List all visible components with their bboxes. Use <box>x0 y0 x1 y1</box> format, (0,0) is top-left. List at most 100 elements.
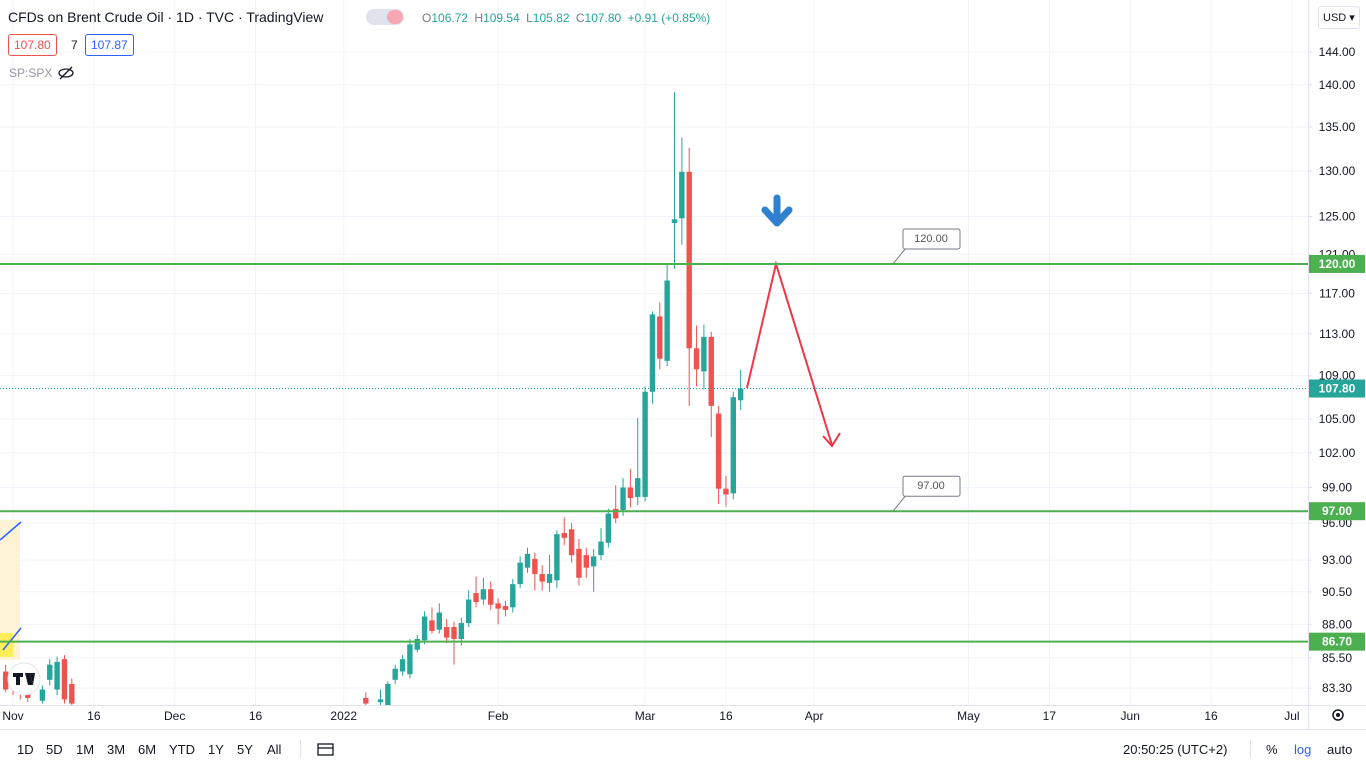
callout-label: 120.00 <box>914 233 948 245</box>
status-dot <box>387 10 403 24</box>
ohlc-legend: O106.72 H109.54 L105.82 C107.80 +0.91 (+… <box>422 11 713 25</box>
ohlc-key: O <box>422 11 432 25</box>
range-button[interactable]: 5D <box>46 742 63 757</box>
calendar-icon[interactable] <box>317 743 334 756</box>
log-toggle[interactable]: log <box>1294 742 1312 757</box>
x-tick-label: Mar <box>635 709 656 723</box>
ask-button[interactable]: 107.87 <box>85 34 134 56</box>
gear-icon[interactable] <box>1336 713 1340 717</box>
candle-body <box>421 616 428 641</box>
logo-shape <box>30 673 35 685</box>
clock: 20:50:25 (UTC+2) <box>1123 742 1228 757</box>
ohlc-key: H <box>474 11 484 25</box>
down-arrow-head <box>761 206 793 227</box>
indicator-name: SP:SPX <box>9 66 53 80</box>
settings-button[interactable] <box>1332 709 1344 721</box>
ohlc-value: 109.54 <box>483 11 520 25</box>
candle-body <box>715 413 722 489</box>
range-button[interactable]: All <box>267 742 282 757</box>
candle-body <box>429 620 435 631</box>
ohlc-value: 107.80 <box>584 11 622 25</box>
percent-toggle[interactable]: % <box>1266 742 1278 757</box>
candle-body <box>568 529 575 556</box>
drawing-highlight <box>0 520 22 660</box>
candle-body <box>451 626 457 639</box>
candle-body <box>693 348 700 370</box>
eye[interactable] <box>58 68 74 78</box>
candle-body <box>495 603 501 609</box>
x-tick-label: 16 <box>719 709 733 723</box>
range-button[interactable]: 5Y <box>237 742 253 757</box>
candle-body <box>414 638 420 650</box>
level-axis-box <box>1309 502 1365 521</box>
axes: 83.3085.5088.0090.5093.0096.0099.00102.0… <box>0 45 1365 723</box>
callout-box <box>902 228 961 250</box>
slash[interactable] <box>59 66 73 80</box>
trend-line <box>2 627 22 651</box>
auto-toggle[interactable]: auto <box>1327 742 1353 757</box>
candle-body <box>407 644 413 675</box>
candle-body <box>664 280 670 361</box>
candle-body <box>473 593 479 603</box>
y-tick-label: 113.00 <box>1319 327 1355 341</box>
candle-body <box>671 219 678 224</box>
candle-body <box>61 659 68 700</box>
callout-label: 97.00 <box>917 480 945 492</box>
range-button[interactable]: 1Y <box>208 742 224 757</box>
candle-body <box>2 671 9 690</box>
x-tick-label: 2022 <box>330 709 357 723</box>
hidden-icon[interactable] <box>58 66 74 80</box>
candle-body <box>649 314 656 392</box>
currency[interactable]: USD <box>1323 12 1347 24</box>
date-range-button[interactable] <box>317 742 335 756</box>
range-button[interactable]: 1M <box>76 742 95 757</box>
candle-body <box>443 626 450 638</box>
range-button[interactable]: 6M <box>138 742 157 757</box>
callout-pointer <box>892 247 907 265</box>
candle-body <box>620 487 626 511</box>
x-tick-label: 16 <box>249 709 263 723</box>
callout-pointer <box>892 494 907 512</box>
candle-body <box>480 589 487 600</box>
y-tick-label: 125.00 <box>1319 210 1356 224</box>
grid <box>0 0 1308 705</box>
candle-body <box>532 558 538 574</box>
forecast-arrowhead <box>822 432 841 448</box>
trend-line <box>0 521 22 541</box>
chart: 83.3085.5088.0090.5093.0096.0099.00102.0… <box>0 0 1366 729</box>
ohlc-key: L <box>526 11 533 25</box>
range-button[interactable]: 3M <box>107 742 126 757</box>
ohlc-value: 105.82 <box>532 11 570 25</box>
symbol-title: CFDs on Brent Crude Oil · 1D · TVC · Tra… <box>8 9 324 25</box>
candle-body <box>517 562 523 585</box>
level-axis-label: 97.00 <box>1322 504 1352 518</box>
range-button[interactable]: YTD <box>169 742 195 757</box>
separator <box>1250 740 1251 758</box>
x-tick-label: 16 <box>87 709 101 723</box>
x-tick-label: 16 <box>1204 709 1218 723</box>
candle-body <box>363 697 369 704</box>
y-tick-label: 102.00 <box>1319 446 1356 460</box>
x-tick-label: Dec <box>164 709 185 723</box>
candle-body <box>642 391 648 497</box>
currency-button[interactable]: USD ▾ <box>1318 6 1360 29</box>
x-tick-label: Apr <box>805 709 824 723</box>
last-price-label: 107.80 <box>1319 382 1356 396</box>
gear-icon[interactable] <box>1332 709 1344 721</box>
candle-body <box>466 599 472 624</box>
tv-logo <box>7 662 41 696</box>
range-button[interactable]: 1D <box>17 742 34 757</box>
highlight-box <box>0 520 20 660</box>
bid-button[interactable]: 107.80 <box>8 34 57 56</box>
candle-body <box>613 508 619 519</box>
candle-body <box>399 659 406 672</box>
candle-body <box>598 541 604 556</box>
callout-box <box>902 475 961 497</box>
level-axis-label: 120.00 <box>1319 257 1356 271</box>
price-axis <box>1308 0 1366 705</box>
candle-body <box>392 668 398 680</box>
ohlc-key: C <box>575 11 585 25</box>
candle-body <box>583 555 589 568</box>
plot <box>0 92 1308 705</box>
